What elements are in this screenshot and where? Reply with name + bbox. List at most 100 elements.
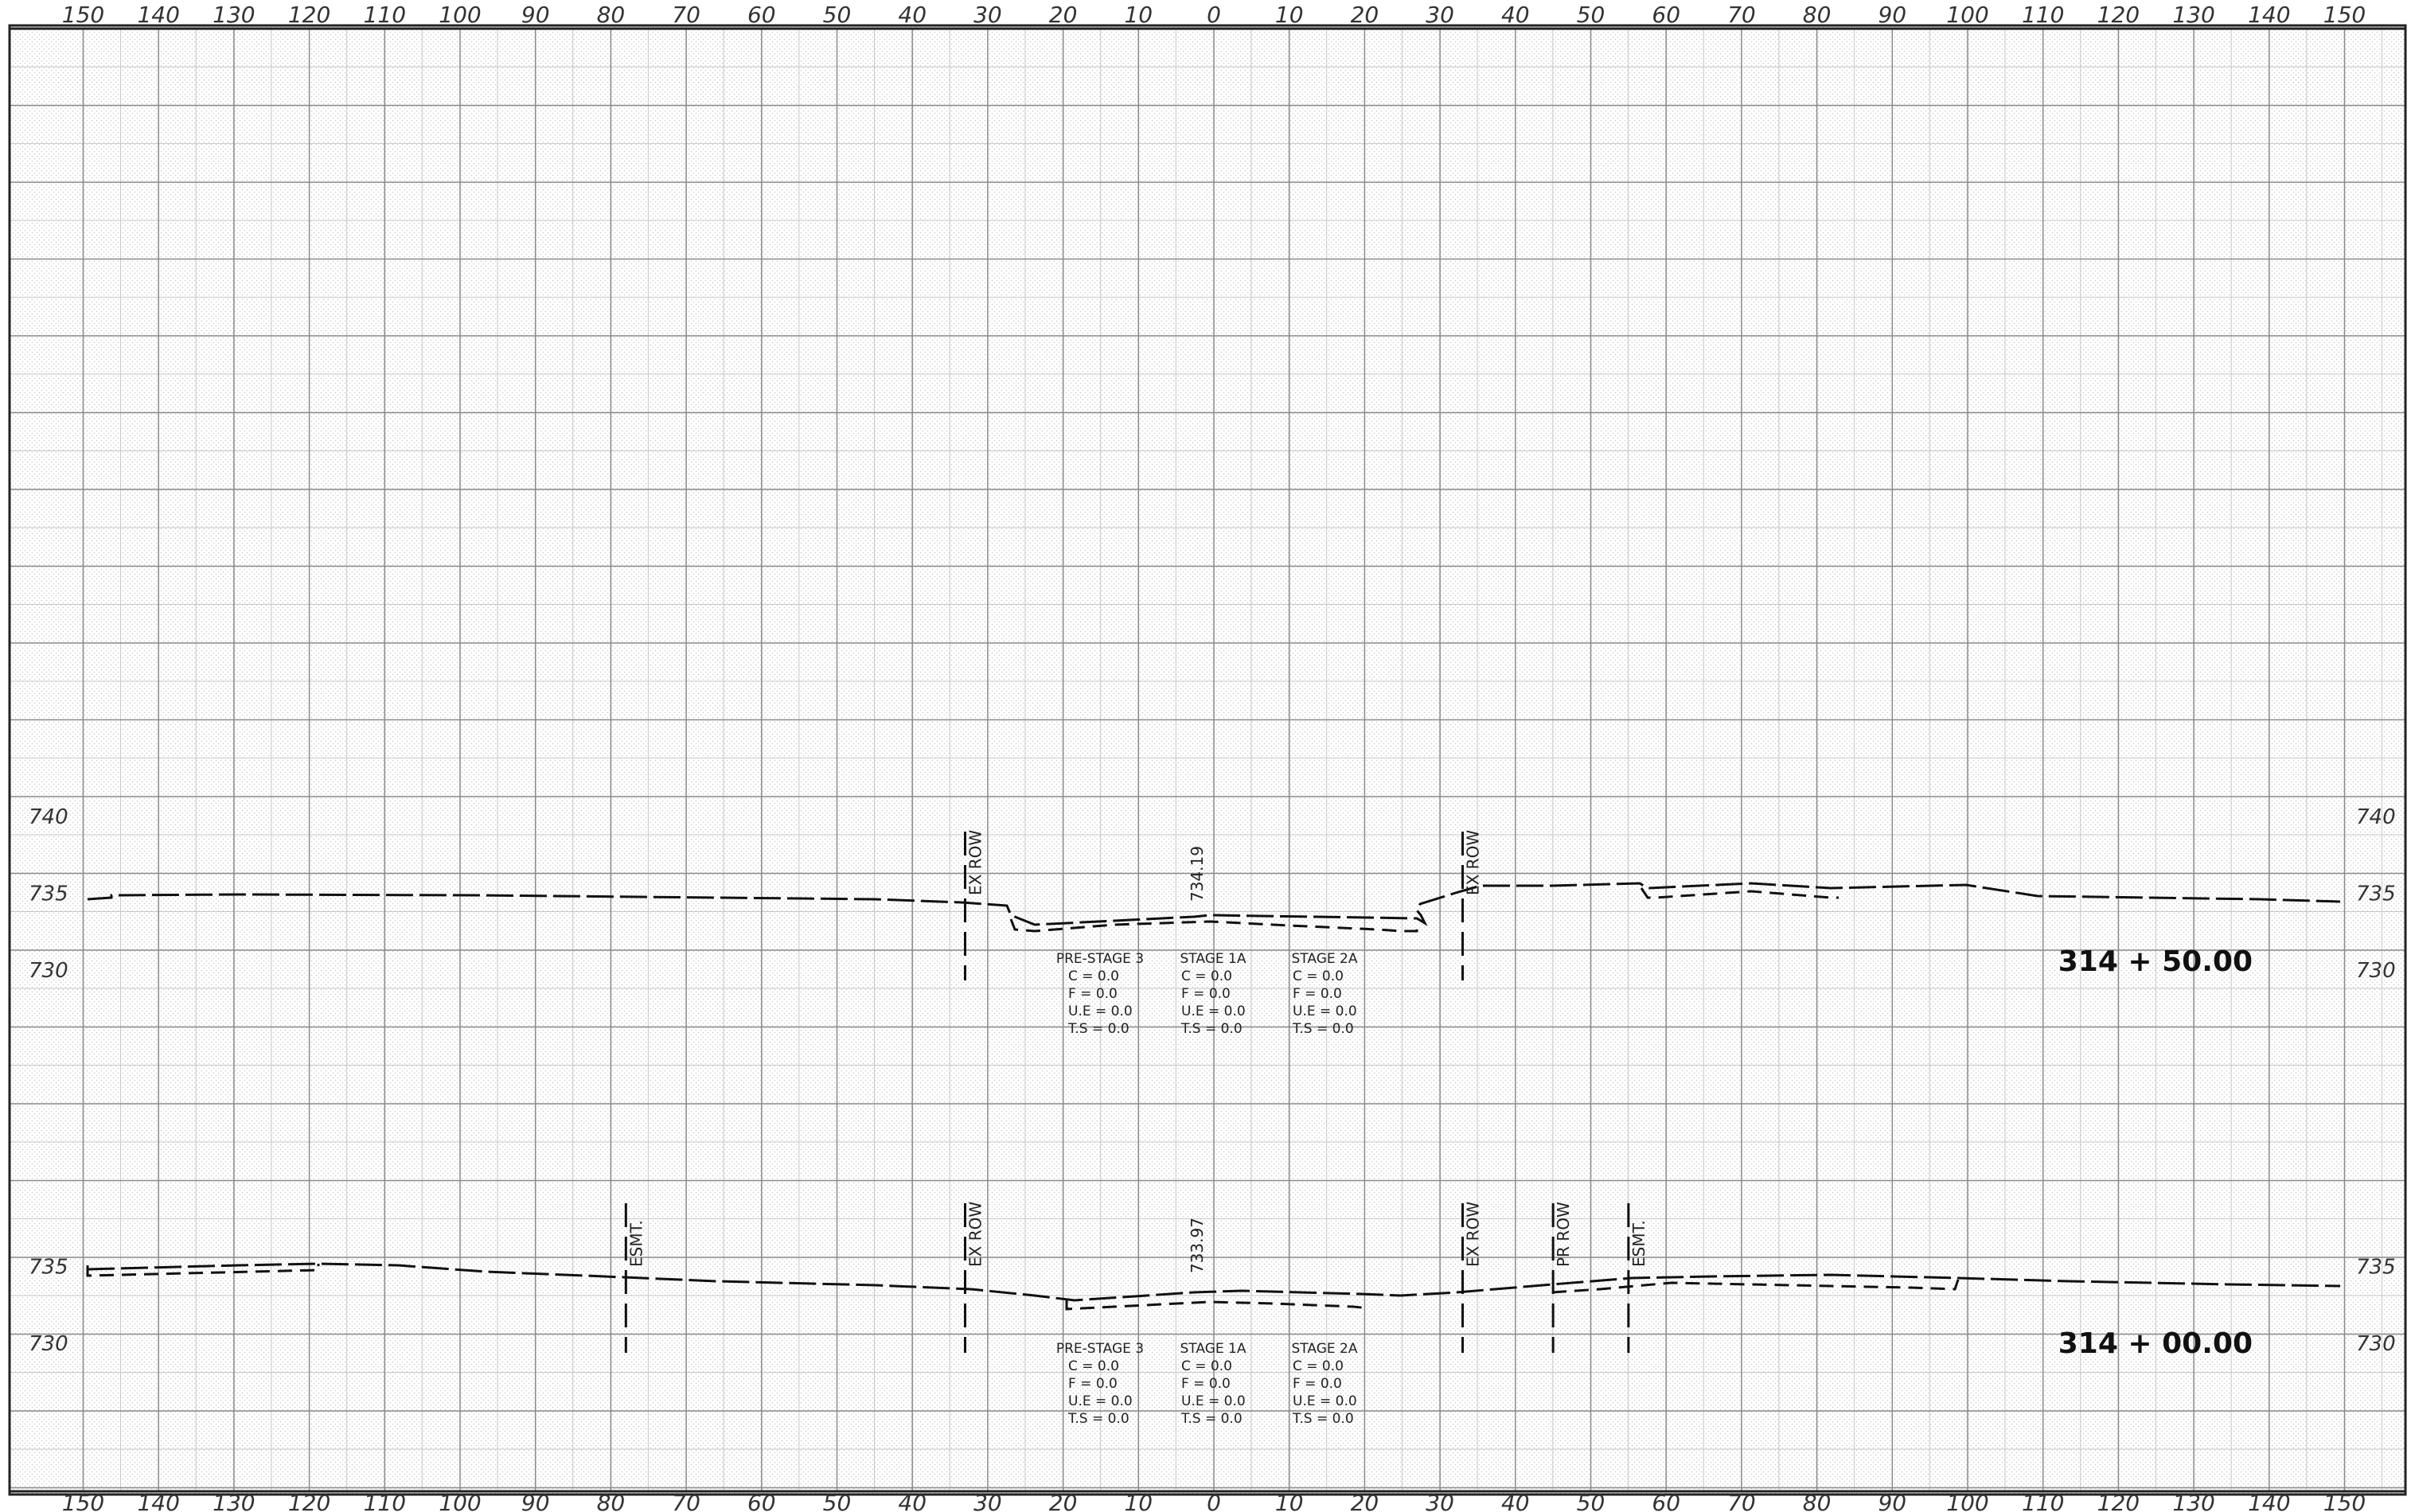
- cross-section-314-00: 735 730 735 730 314 + 00.00 ESMT. EX ROW EX ROW…: [29, 1202, 2396, 1427]
- stage-name: STAGE 1A: [1180, 1341, 1247, 1357]
- stage-quantity: F = 0.0: [1293, 1376, 1342, 1392]
- stage-quantity: U.E = 0.0: [1181, 1003, 1246, 1019]
- x-axis-tick-top: 30: [973, 2, 1002, 28]
- proposed-grade-line: [1009, 918, 1418, 933]
- stage-quantity: C = 0.0: [1181, 968, 1232, 984]
- row-marker-label: EX ROW: [1464, 830, 1483, 895]
- proposed-grade-right: [1640, 887, 1839, 899]
- elevation-label-right: 740: [2356, 805, 2396, 829]
- centerline-elevation: 734.19: [1188, 846, 1207, 902]
- stage-name: STAGE 2A: [1292, 951, 1358, 967]
- x-axis-tick-top: 60: [747, 2, 776, 28]
- row-marker-label: EX ROW: [966, 830, 985, 895]
- x-axis-tick-bottom: 90: [1878, 1490, 1906, 1512]
- x-axis-tick-bottom: 130: [2172, 1490, 2214, 1512]
- x-axis-tick-top: 100: [439, 2, 481, 28]
- x-axis-tick-bottom: 50: [823, 1490, 852, 1512]
- x-axis-tick-bottom: 150: [62, 1490, 104, 1512]
- station-label: 314 + 50.00: [2058, 945, 2253, 978]
- stage-quantity: C = 0.0: [1068, 1358, 1119, 1374]
- stage-quantity: C = 0.0: [1181, 1358, 1232, 1374]
- x-axis-tick-top: 70: [672, 2, 700, 28]
- x-axis-tick-bottom: 110: [2022, 1490, 2064, 1512]
- stage-quantity: U.E = 0.0: [1068, 1393, 1133, 1409]
- x-axis-tick-bottom: 80: [597, 1490, 626, 1512]
- stage-quantity: U.E = 0.0: [1293, 1003, 1357, 1019]
- stage-quantity: F = 0.0: [1181, 986, 1231, 1002]
- stage-name: STAGE 1A: [1180, 951, 1247, 967]
- x-axis-tick-bottom: 0: [1207, 1490, 1221, 1512]
- x-axis-tick-top: 60: [1652, 2, 1680, 28]
- left-ditch-line: [86, 1264, 320, 1277]
- x-axis-tick-top: 150: [62, 2, 104, 28]
- x-axis-tick-top: 80: [1803, 2, 1832, 28]
- stage-quantity: F = 0.0: [1068, 1376, 1118, 1392]
- sheet-border: [8, 24, 2407, 1496]
- x-axis-tick-top: 40: [1501, 2, 1530, 28]
- x-axis-tick-top: 120: [2097, 2, 2140, 28]
- x-axis-tick-top: 20: [1351, 2, 1379, 28]
- x-axis-tick-bottom: 40: [898, 1490, 927, 1512]
- stage-quantity: T.S = 0.0: [1292, 1021, 1354, 1037]
- x-axis-tick-top: 0: [1207, 2, 1221, 28]
- x-axis-tick-bottom: 120: [288, 1490, 330, 1512]
- x-axis-tick-bottom: 140: [137, 1490, 179, 1512]
- x-axis-tick-top: 110: [2022, 2, 2064, 28]
- x-axis-tick-top: 90: [521, 2, 550, 28]
- x-axis-tick-bottom: 100: [439, 1490, 481, 1512]
- x-axis-tick-top: 130: [213, 2, 255, 28]
- proposed-grade-line: [1065, 1300, 1370, 1311]
- x-axis-tick-top: 10: [1275, 2, 1304, 28]
- row-marker-label: ESMT.: [1629, 1220, 1648, 1267]
- stage-quantity: F = 0.0: [1293, 986, 1342, 1002]
- x-axis-tick-bottom: 10: [1275, 1490, 1304, 1512]
- top-axis-labels: 150 140 130 120 110 100 90 80 70 60 50 40 30 20 10 0 10 2…: [62, 2, 2366, 28]
- row-marker-label: EX ROW: [966, 1202, 985, 1267]
- x-axis-tick-top: 10: [1124, 2, 1153, 28]
- x-axis-tick-top: 110: [364, 2, 406, 28]
- x-axis-tick-top: 40: [898, 2, 927, 28]
- row-marker-label: EX ROW: [1464, 1202, 1483, 1267]
- ground-profile: [87, 882, 2341, 933]
- stage-quantity: T.S = 0.0: [1180, 1021, 1243, 1037]
- stage-quantity: T.S = 0.0: [1180, 1411, 1243, 1427]
- x-axis-tick-bottom: 30: [1426, 1490, 1454, 1512]
- stage-quantity: C = 0.0: [1293, 1358, 1344, 1374]
- x-axis-tick-top: 90: [1878, 2, 1906, 28]
- cross-section-314-50: 740 735 730 740 735 730 314 + 50.00 EX ROW EX RO…: [29, 805, 2396, 1037]
- elevation-label-left: 730: [29, 1332, 68, 1356]
- stage-quantity: T.S = 0.0: [1067, 1021, 1129, 1037]
- elevation-label-right: 735: [2356, 1256, 2396, 1280]
- x-axis-tick-bottom: 80: [1803, 1490, 1832, 1512]
- row-marker-label: PR ROW: [1554, 1202, 1573, 1267]
- stage-quantity: T.S = 0.0: [1067, 1411, 1129, 1427]
- stage-quantity: U.E = 0.0: [1181, 1393, 1246, 1409]
- x-axis-tick-top: 140: [2248, 2, 2290, 28]
- elevation-label-right: 730: [2356, 1332, 2396, 1356]
- x-axis-tick-bottom: 60: [1652, 1490, 1680, 1512]
- stage-name: PRE-STAGE 3: [1056, 1341, 1144, 1357]
- x-axis-tick-bottom: 150: [2323, 1490, 2366, 1512]
- x-axis-tick-bottom: 140: [2248, 1490, 2290, 1512]
- stage-name: STAGE 2A: [1292, 1341, 1358, 1357]
- stage-quantity: F = 0.0: [1181, 1376, 1231, 1392]
- elevation-label-left: 740: [29, 805, 68, 829]
- x-axis-tick-top: 30: [1426, 2, 1454, 28]
- bottom-axis-labels: 150 140 130 120 110 100 90 80 70 60 50 40 30 20 10 0 10 2…: [62, 1490, 2366, 1512]
- x-axis-tick-bottom: 50: [1577, 1490, 1605, 1512]
- stage-quantity: U.E = 0.0: [1068, 1003, 1133, 1019]
- stage-quantity: F = 0.0: [1068, 986, 1118, 1002]
- existing-ground-line: [87, 1262, 2341, 1302]
- x-axis-tick-top: 150: [2323, 2, 2366, 28]
- x-axis-tick-bottom: 70: [672, 1490, 700, 1512]
- x-axis-tick-bottom: 20: [1351, 1490, 1379, 1512]
- x-axis-tick-top: 130: [2172, 2, 2214, 28]
- elevation-label-right: 730: [2356, 959, 2396, 983]
- x-axis-tick-top: 20: [1049, 2, 1078, 28]
- x-axis-tick-bottom: 30: [973, 1490, 1002, 1512]
- existing-ground-line: [87, 882, 2341, 926]
- stage-quantity: U.E = 0.0: [1293, 1393, 1357, 1409]
- row-marker-label: ESMT.: [626, 1220, 646, 1267]
- elevation-label-left: 735: [29, 1256, 68, 1280]
- x-axis-tick-bottom: 10: [1124, 1490, 1153, 1512]
